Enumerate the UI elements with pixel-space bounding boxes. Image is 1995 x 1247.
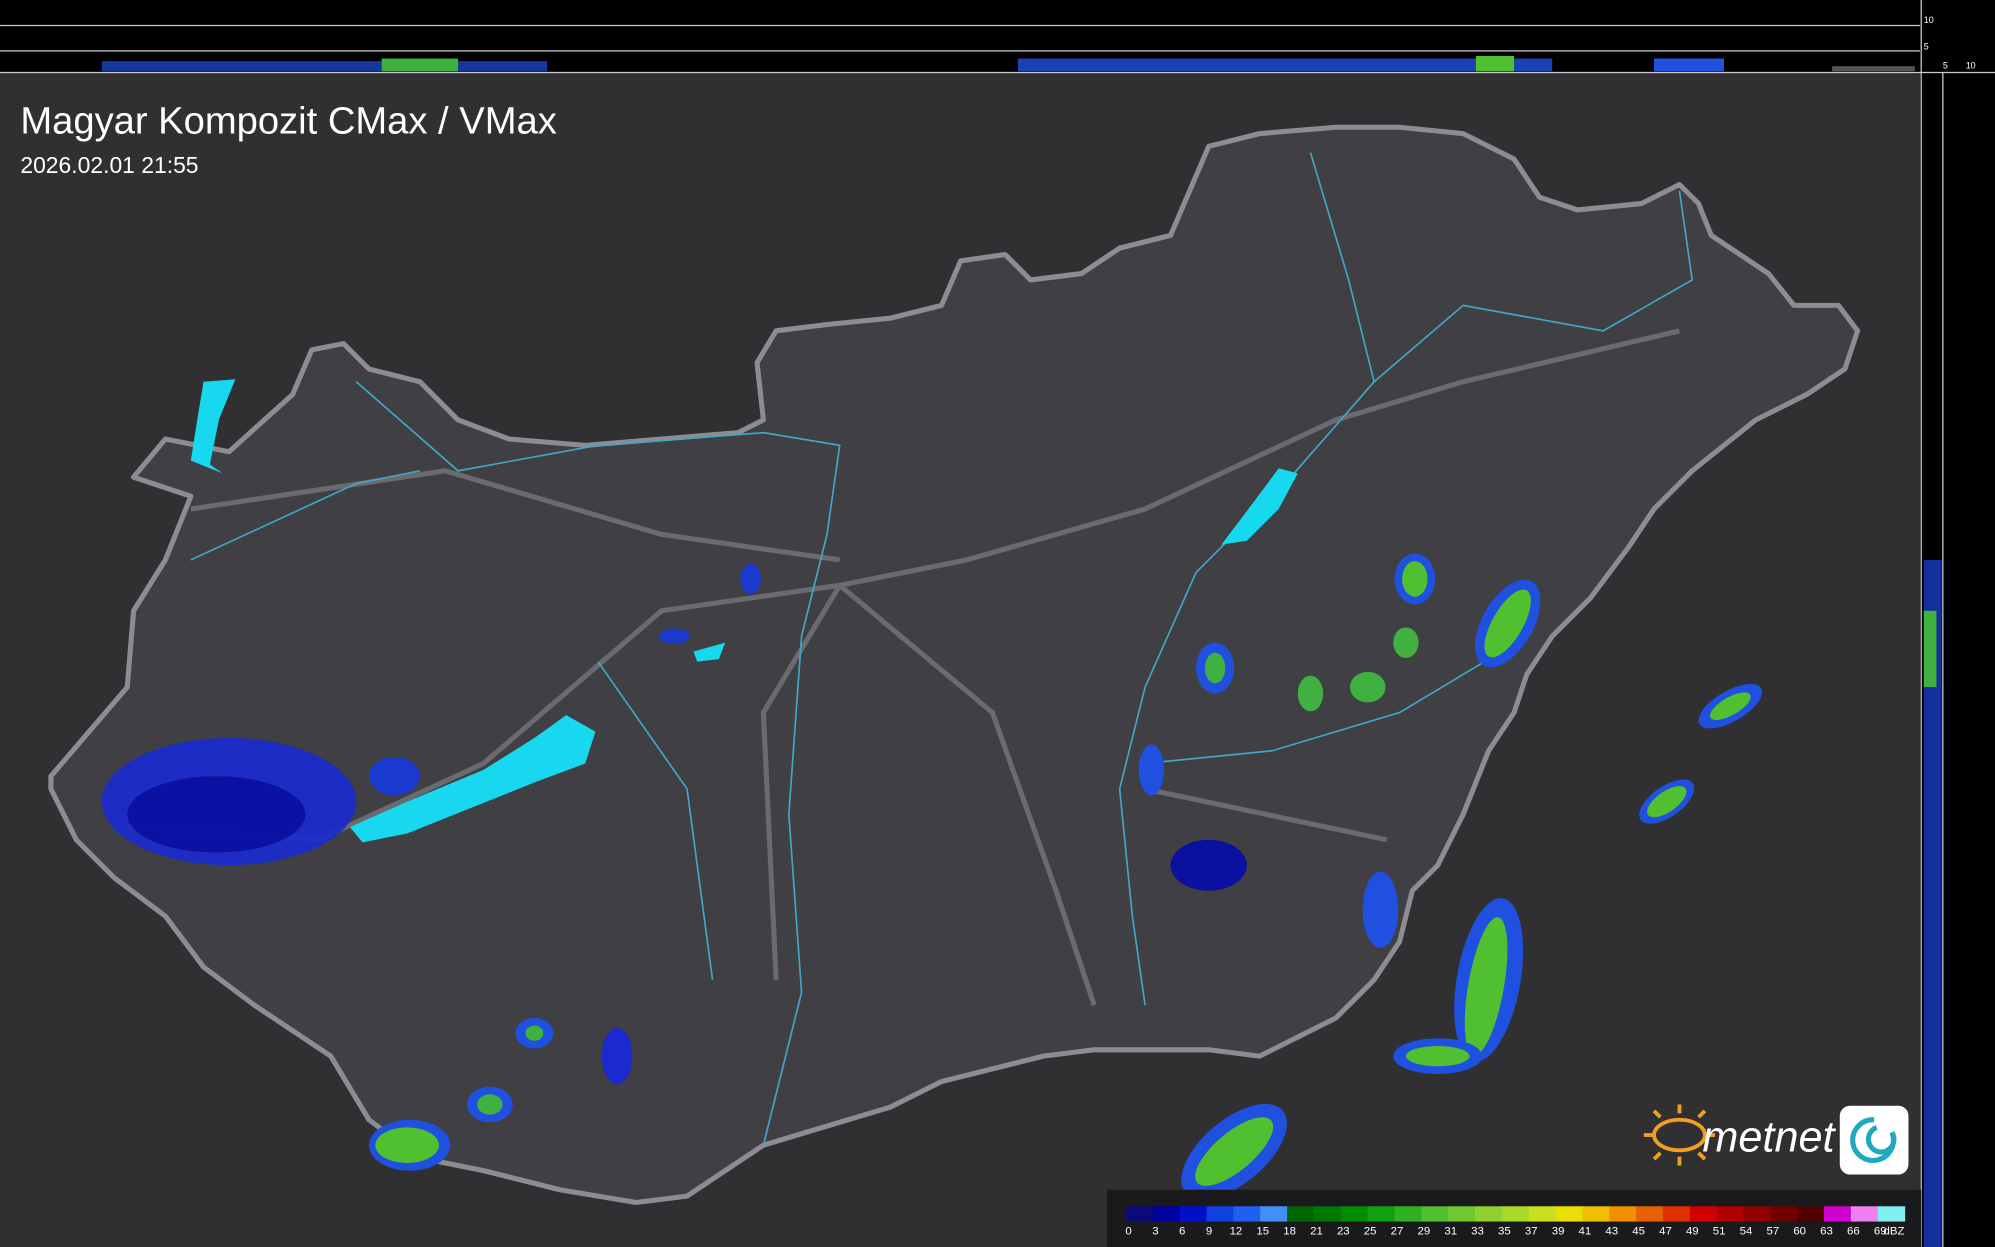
colorbar-label: 49 xyxy=(1686,1225,1699,1237)
strip-echoes xyxy=(1923,559,1942,1247)
colorbar-swatch xyxy=(1582,1206,1610,1222)
colorbar-swatch xyxy=(1233,1206,1261,1222)
colorbar-swatch xyxy=(1313,1206,1342,1222)
colorbar-label: 12 xyxy=(1230,1225,1243,1237)
colorbar-label: 29 xyxy=(1417,1225,1430,1237)
roads xyxy=(127,328,1681,1007)
colorbar-swatch xyxy=(1716,1206,1745,1222)
colorbar-swatch xyxy=(1448,1206,1476,1222)
colorbar-unit: dBZ xyxy=(1884,1225,1905,1237)
colorbar-label: 63 xyxy=(1820,1225,1833,1237)
side-axis-label: 10 xyxy=(1966,61,1976,71)
colorbar-label: 54 xyxy=(1740,1225,1753,1237)
colorbar-swatch xyxy=(1475,1206,1503,1222)
colorbar-swatch xyxy=(1850,1206,1879,1222)
colorbar-label: 35 xyxy=(1498,1225,1511,1237)
colorbar-swatch xyxy=(1636,1206,1664,1222)
colorbar-swatch xyxy=(1797,1206,1825,1222)
colorbar-swatch xyxy=(1555,1206,1584,1222)
side-axis-label: 5 xyxy=(1943,61,1948,71)
colorbar-label: 15 xyxy=(1256,1225,1269,1237)
colorbar: 0 3 6 9 12 15 18 21 23 25 27 29 31 33 35 37 39 41 43 45 47 49… xyxy=(1125,1206,1906,1237)
colorbar-label: 69 xyxy=(1874,1225,1887,1237)
colorbar-label: 51 xyxy=(1713,1225,1726,1237)
colorbar-swatch xyxy=(1287,1206,1315,1222)
colorbar-swatch xyxy=(1609,1206,1637,1222)
colorbar-label: 9 xyxy=(1206,1225,1212,1237)
colorbar-swatch xyxy=(1743,1206,1771,1222)
colorbar-label: 60 xyxy=(1793,1225,1806,1237)
colorbar-swatch xyxy=(1421,1206,1449,1222)
lake xyxy=(349,715,596,843)
strip-echoes xyxy=(101,55,1915,72)
title: Magyar Kompozit CMax / VMax xyxy=(20,100,556,143)
colorbar-swatch xyxy=(1126,1206,1154,1222)
colorbar-swatch xyxy=(1501,1206,1530,1222)
logo-text: metnet xyxy=(1702,1114,1836,1162)
colorbar-label: 18 xyxy=(1283,1225,1296,1237)
colorbar-label: 41 xyxy=(1579,1225,1592,1237)
timestamp: 2026.02.01 21:55 xyxy=(20,152,198,178)
colorbar-swatch xyxy=(1689,1206,1718,1222)
colorbar-swatch xyxy=(1528,1206,1557,1222)
colorbar-label: 31 xyxy=(1444,1225,1457,1237)
lake xyxy=(1221,468,1298,545)
colorbar-label: 57 xyxy=(1766,1225,1779,1237)
colorbar-swatch xyxy=(1877,1206,1906,1222)
colorbar-swatch xyxy=(1152,1206,1181,1222)
side-axis-label: 5 xyxy=(1924,42,1929,52)
colorbar-label: 47 xyxy=(1659,1225,1672,1237)
colorbar-label: 33 xyxy=(1471,1225,1484,1237)
colorbar-swatch xyxy=(1367,1206,1396,1222)
rivers xyxy=(190,152,1694,1146)
colorbar-swatch xyxy=(1770,1206,1798,1222)
colorbar-swatch xyxy=(1206,1206,1235,1222)
colorbar-swatch xyxy=(1179,1206,1208,1222)
colorbar-label: 27 xyxy=(1391,1225,1404,1237)
strip-echoes xyxy=(1923,610,1937,688)
side-axis-label: 10 xyxy=(1924,15,1934,25)
colorbar-label: 23 xyxy=(1337,1225,1350,1237)
colorbar-swatch xyxy=(1824,1206,1852,1222)
colorbar-label: 45 xyxy=(1632,1225,1645,1237)
colorbar-swatch xyxy=(1260,1206,1288,1222)
colorbar-swatch xyxy=(1340,1206,1369,1222)
lake xyxy=(190,379,236,474)
colorbar-label: 43 xyxy=(1605,1225,1618,1237)
lake xyxy=(693,642,726,662)
logo: metnet xyxy=(1643,1104,1909,1175)
colorbar-label: 25 xyxy=(1364,1225,1377,1237)
colorbar-label: 0 xyxy=(1125,1225,1131,1237)
colorbar-swatch xyxy=(1662,1206,1691,1222)
colorbar-label: 6 xyxy=(1179,1225,1185,1237)
colorbar-label: 66 xyxy=(1847,1225,1860,1237)
colorbar-swatch xyxy=(1394,1206,1422,1222)
colorbar-label: 39 xyxy=(1552,1225,1565,1237)
colorbar-label: 37 xyxy=(1525,1225,1538,1237)
radar-echoes xyxy=(101,553,1763,1200)
colorbar-label: 21 xyxy=(1310,1225,1323,1237)
colorbar-label: 3 xyxy=(1152,1225,1158,1237)
